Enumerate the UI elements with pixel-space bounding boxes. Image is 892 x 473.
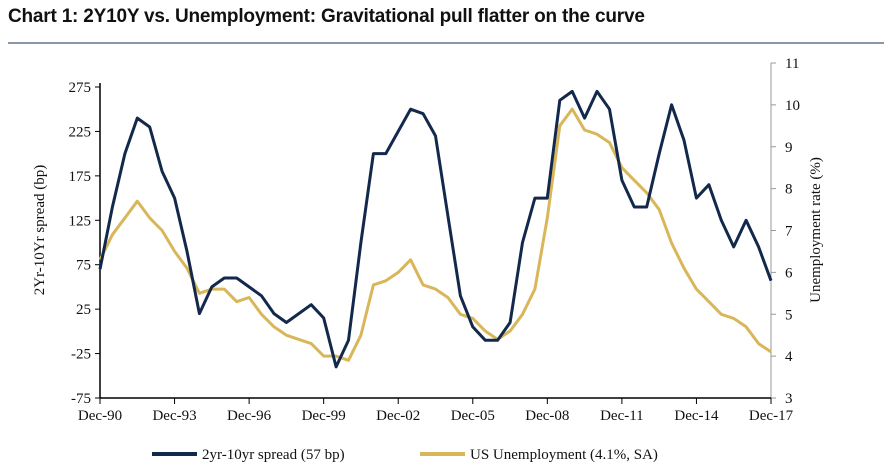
x-tick-label: Dec-14 [674, 408, 719, 424]
x-tick-label: Dec-17 [749, 408, 794, 424]
y-tick-label: 25 [76, 302, 91, 318]
y2-tick-label: 8 [785, 182, 793, 198]
y2-tick-label: 6 [785, 265, 793, 281]
y-tick-label: -25 [71, 347, 91, 363]
chart-title: Chart 1: 2Y10Y vs. Unemployment: Gravita… [8, 6, 645, 27]
x-tick-label: Dec-90 [78, 408, 122, 424]
y-tick-label: -75 [71, 391, 91, 407]
y2-tick-label: 9 [785, 140, 793, 156]
x-tick-label: Dec-08 [525, 408, 569, 424]
y2-tick-label: 4 [785, 349, 793, 365]
y2-tick-label: 10 [785, 98, 800, 114]
x-tick-label: Dec-93 [152, 408, 196, 424]
y2-tick-label: 7 [785, 224, 793, 240]
legend-label-1: US Unemployment (4.1%, SA) [470, 447, 658, 463]
y-tick-label: 75 [76, 258, 91, 274]
x-tick-label: Dec-96 [227, 408, 272, 424]
y2-tick-label: 11 [785, 56, 799, 72]
legend-label-0: 2yr-10yr spread (57 bp) [202, 447, 345, 463]
y-tick-label: 125 [69, 213, 92, 229]
y-tick-label: 175 [69, 169, 92, 185]
unemployment-line [98, 107, 772, 362]
y2-axis-label: Unemployment rate (%) [808, 157, 824, 303]
x-tick-label: Dec-05 [451, 408, 495, 424]
x-tick-label: Dec-02 [376, 408, 420, 424]
y-tick-label: 225 [69, 124, 92, 140]
y2-tick-label: 3 [785, 391, 793, 407]
y-axis-label: 2Yr-10Yr spread (bp) [32, 165, 48, 296]
y-tick-label: 275 [69, 80, 92, 96]
x-tick-label: Dec-11 [600, 408, 644, 424]
title-divider [8, 42, 884, 44]
y2-tick-label: 5 [785, 307, 793, 323]
spread-line [98, 89, 773, 369]
x-tick-label: Dec-99 [302, 408, 346, 424]
